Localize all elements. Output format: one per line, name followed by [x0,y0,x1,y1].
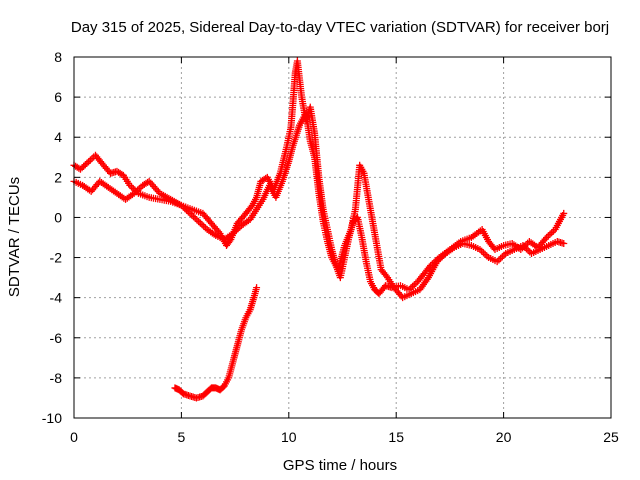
data-point [144,178,152,186]
series-low-arc [171,284,261,402]
grid-layer [74,57,611,418]
data-point [382,272,390,280]
data-point [105,168,113,176]
data-point [253,284,261,292]
x-axis-label: GPS time / hours [283,457,397,474]
x-tick-label: 0 [70,429,78,445]
series-main-band-b [70,109,568,302]
y-axis-label: SDTVAR / TECUs [6,177,23,297]
data-point [541,235,549,243]
y-tick-label: 8 [54,49,62,65]
data-point [76,165,84,173]
label-layer: 0 5 10 15 20 25 -10 -8 -6 -4 -2 0 2 4 6 8 [42,49,619,445]
y-tick-label: -4 [50,290,63,306]
x-tick-label: 5 [178,429,186,445]
data-point [78,164,86,172]
y-tick-label: -8 [50,370,63,386]
x-tick-label: 25 [603,429,619,445]
data-point [247,203,255,211]
y-tick-label: 2 [54,169,62,185]
y-tick-label: 0 [54,209,62,225]
data-layer [70,57,568,402]
y-tick-label: 6 [54,89,62,105]
data-point [215,228,223,236]
chart-title: Day 315 of 2025, Sidereal Day-to-day VTE… [71,19,609,36]
data-point [560,209,568,217]
y-tick-label: -10 [42,410,62,426]
data-point [81,161,89,169]
x-tick-label: 15 [388,429,404,445]
x-tick-label: 10 [281,429,297,445]
data-point [560,240,568,248]
data-point [80,162,88,170]
plot-frame [73,56,612,419]
x-tick-label: 20 [496,429,512,445]
y-tick-label: -2 [50,250,63,266]
y-tick-label: -6 [50,330,63,346]
y-tick-label: 4 [54,129,62,145]
